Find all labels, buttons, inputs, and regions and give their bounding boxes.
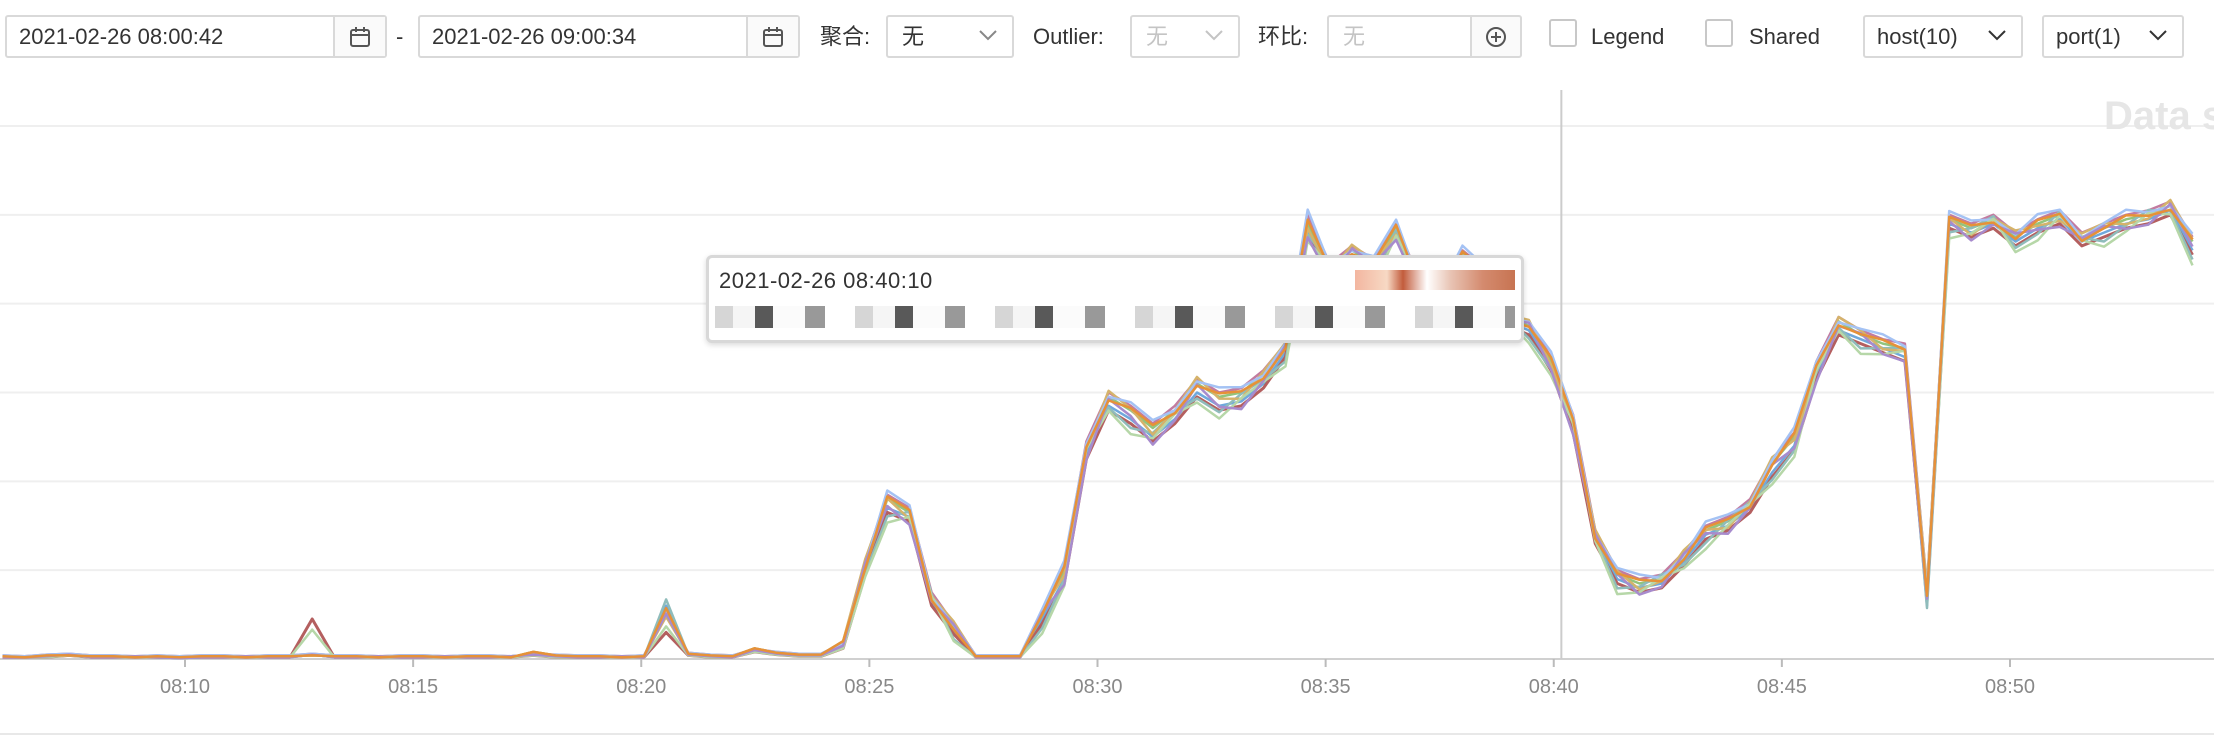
compare-add-button[interactable] [1470, 15, 1522, 58]
x-axis: 08:10 08:15 08:20 08:25 08:30 08:35 08:40 08:45… [160, 659, 2035, 698]
aggregate-select[interactable]: 无 [886, 15, 1014, 58]
x-tick-label: 08:30 [1072, 676, 1122, 698]
compare-input[interactable]: 无 [1327, 15, 1471, 58]
end-calendar-icon[interactable] [746, 17, 798, 56]
start-time-value[interactable]: 2021-02-26 08:00:42 [19, 24, 224, 49]
aggregate-value: 无 [902, 24, 925, 49]
outlier-label: Outlier: [1033, 24, 1104, 49]
shared-label[interactable]: Shared [1749, 24, 1820, 49]
tooltip-series-values [715, 306, 1515, 328]
port-select[interactable]: port(1) [2042, 15, 2184, 58]
host-select[interactable]: host(10) [1863, 15, 2023, 58]
tooltip-legend-swatches [1355, 270, 1515, 290]
range-separator: - [396, 24, 404, 49]
legend-label[interactable]: Legend [1591, 24, 1665, 49]
shared-checkbox[interactable] [1705, 19, 1733, 47]
x-tick-label: 08:25 [844, 676, 894, 698]
legend-checkbox[interactable] [1549, 19, 1577, 47]
timeseries-chart[interactable]: 08:10 08:15 08:20 08:25 08:30 08:35 08:40 08:45… [0, 88, 2214, 756]
chevron-down-icon [979, 30, 997, 41]
x-tick-label: 08:45 [1757, 676, 1807, 698]
x-tick-label: 08:15 [388, 676, 438, 698]
outlier-select[interactable]: 无 [1130, 15, 1240, 58]
watermark-text: Data s [2104, 94, 2214, 138]
start-time-picker[interactable]: 2021-02-26 08:00:42 [5, 15, 387, 58]
outlier-value: 无 [1146, 24, 1169, 49]
aggregate-label: 聚合: [820, 24, 871, 49]
series-line [2, 208, 2194, 659]
chevron-down-icon [1205, 30, 1223, 41]
compare-label: 环比: [1258, 24, 1309, 49]
host-select-value: host(10) [1877, 24, 1958, 49]
x-tick-label: 08:50 [1985, 676, 2035, 698]
port-select-value: port(1) [2056, 24, 2121, 49]
end-time-value[interactable]: 2021-02-26 09:00:34 [432, 24, 637, 49]
series-lines [2, 198, 2194, 660]
x-tick-label: 08:35 [1301, 676, 1351, 698]
chevron-down-icon [2149, 30, 2167, 41]
query-toolbar: 2021-02-26 08:00:42 - 2021-02-26 09:00:3… [0, 0, 2214, 72]
tooltip-time: 2021-02-26 08:40:10 [719, 268, 933, 293]
plus-circle-icon [1486, 27, 1506, 47]
chevron-down-icon [1988, 30, 2006, 41]
start-calendar-icon[interactable] [333, 17, 385, 56]
end-time-picker[interactable]: 2021-02-26 09:00:34 [418, 15, 800, 58]
x-tick-label: 08:10 [160, 676, 210, 698]
x-tick-label: 08:20 [616, 676, 666, 698]
x-tick-label: 08:40 [1529, 676, 1579, 698]
compare-placeholder: 无 [1343, 24, 1366, 49]
hover-tooltip: 2021-02-26 08:40:10 [706, 255, 1524, 343]
